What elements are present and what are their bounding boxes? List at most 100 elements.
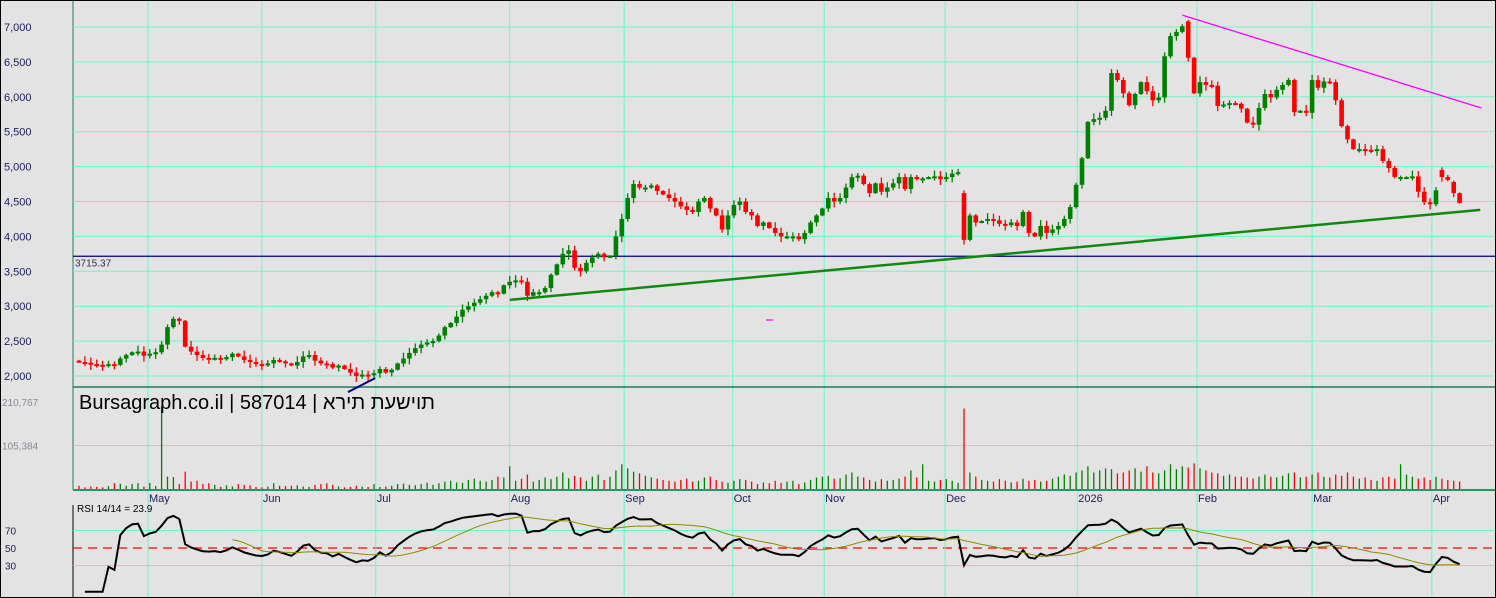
- candle-down: [861, 175, 866, 185]
- candle-up: [1309, 80, 1315, 113]
- candle-up: [472, 302, 477, 307]
- title-site: Bursagraph.co.il: [79, 392, 224, 414]
- candle-up: [295, 362, 300, 366]
- candle-down: [772, 228, 778, 233]
- candle-down: [82, 362, 88, 365]
- candle-down: [708, 198, 713, 209]
- candle-up: [153, 352, 158, 355]
- candle-up: [731, 204, 737, 216]
- candle-up: [1262, 94, 1268, 108]
- candle-up: [613, 236, 619, 256]
- candle-down: [1416, 176, 1421, 192]
- candle-up: [265, 363, 271, 366]
- candle-down: [88, 362, 94, 365]
- candle-up: [955, 172, 961, 175]
- candle-up: [1398, 177, 1403, 180]
- candle-up: [1079, 158, 1085, 185]
- candle-down: [1421, 191, 1427, 203]
- candle-down: [495, 292, 501, 295]
- candle-up: [826, 198, 831, 209]
- candle-down: [100, 364, 105, 367]
- candle-down: [796, 236, 802, 240]
- candle-up: [531, 292, 536, 296]
- candle-down: [289, 363, 294, 366]
- candle-down: [525, 281, 530, 296]
- candle-up: [784, 236, 790, 239]
- candle-up: [649, 185, 654, 188]
- candle-down: [1345, 126, 1350, 140]
- month-label: Sep: [625, 493, 645, 505]
- candle-down: [1144, 82, 1150, 92]
- price-tick-label: 6,000: [4, 92, 32, 104]
- rsi-signal-line: [232, 516, 1460, 566]
- candle-up: [885, 187, 890, 192]
- candle-up: [477, 299, 483, 303]
- candle-up: [212, 357, 217, 360]
- candle-up: [1091, 119, 1097, 122]
- candle-up: [159, 344, 164, 353]
- candle-up: [584, 262, 589, 272]
- candle-down: [1386, 161, 1392, 168]
- price-tick-label: 2,500: [4, 336, 32, 348]
- month-label: Mar: [1313, 493, 1332, 505]
- candle-up: [165, 327, 170, 345]
- candle-down: [519, 280, 524, 283]
- candle-up: [1097, 117, 1102, 120]
- candle-up: [513, 280, 518, 283]
- candle-up: [1404, 177, 1409, 180]
- candle-up: [436, 335, 442, 342]
- candle-down: [578, 267, 583, 272]
- candle-up: [896, 177, 902, 184]
- candle-up: [448, 322, 453, 328]
- candle-down: [867, 184, 872, 194]
- candle-down: [831, 198, 837, 202]
- candle-down: [654, 185, 660, 192]
- candle-down: [572, 250, 577, 268]
- candle-down: [141, 351, 147, 356]
- candle-up: [1374, 149, 1380, 152]
- candle-up: [790, 236, 796, 239]
- candle-down: [743, 201, 748, 212]
- month-label: Jun: [263, 493, 281, 505]
- candle-up: [123, 355, 129, 359]
- candle-down: [241, 356, 247, 360]
- candle-up: [1050, 229, 1055, 233]
- candle-up: [595, 253, 601, 258]
- candle-down: [1303, 110, 1309, 113]
- candle-down: [1209, 84, 1215, 87]
- month-label: Oct: [734, 493, 751, 505]
- candle-down: [601, 253, 607, 258]
- candle-up: [985, 218, 990, 222]
- candle-up: [1020, 211, 1026, 226]
- candle-up: [808, 222, 813, 233]
- candle-up: [1174, 31, 1179, 37]
- rsi-tick-label: 50: [5, 544, 17, 555]
- candle-down: [961, 193, 967, 240]
- candle-down: [997, 220, 1002, 224]
- candle-up: [560, 253, 566, 265]
- candle-down: [277, 359, 282, 362]
- candle-down: [637, 184, 642, 188]
- candle-down: [1115, 73, 1120, 81]
- candle-down: [1150, 91, 1156, 101]
- candle-up: [507, 281, 512, 286]
- candle-up: [949, 173, 955, 178]
- candle-up: [371, 373, 377, 376]
- candle-down: [973, 215, 979, 223]
- candle-up: [619, 218, 625, 237]
- month-label: Jul: [377, 493, 391, 505]
- candle-up: [135, 351, 141, 354]
- candle-up: [1433, 190, 1439, 205]
- candle-down: [259, 364, 265, 367]
- candle-up: [377, 369, 383, 374]
- candle-up: [1321, 81, 1327, 88]
- candle-up: [944, 177, 949, 180]
- candle-down: [206, 357, 212, 360]
- candle-up: [1274, 89, 1279, 98]
- candle-down: [182, 320, 188, 347]
- candle-up: [737, 201, 743, 205]
- candle-up: [643, 187, 648, 190]
- candle-down: [1351, 139, 1356, 150]
- candle-down: [200, 355, 206, 358]
- candle-down: [177, 318, 182, 321]
